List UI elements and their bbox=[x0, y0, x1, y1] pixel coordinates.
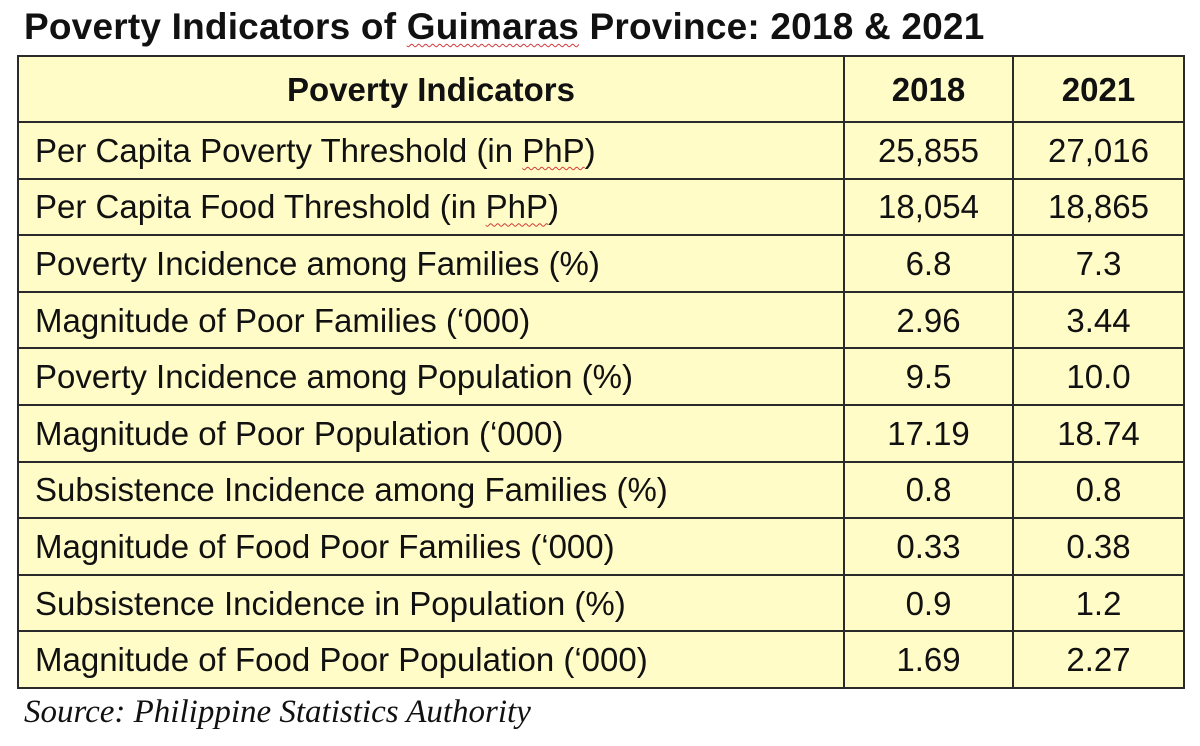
title-prefix: Poverty Indicators of bbox=[24, 6, 407, 47]
header-2018: 2018 bbox=[843, 55, 1014, 123]
value-2018: 18,054 bbox=[843, 177, 1014, 237]
table-row: Subsistence Incidence in Population (%) … bbox=[17, 573, 1185, 633]
value-2018: 2.96 bbox=[843, 290, 1014, 350]
source-caption: Source: Philippine Statistics Authority bbox=[24, 694, 531, 730]
table-row: Per Capita Food Threshold (in PhP) 18,05… bbox=[17, 177, 1185, 237]
row-label: Magnitude of Poor Families (‘000) bbox=[17, 290, 845, 350]
value-2018: 17.19 bbox=[843, 403, 1014, 463]
label-underlined: PhP bbox=[485, 188, 548, 226]
table-row: Per Capita Poverty Threshold (in PhP) 25… bbox=[17, 121, 1185, 180]
row-label: Subsistence Incidence in Population (%) bbox=[17, 573, 845, 633]
value-2018: 0.9 bbox=[843, 573, 1014, 633]
value-2018: 0.8 bbox=[843, 460, 1014, 520]
value-2021: 27,016 bbox=[1012, 121, 1185, 180]
row-label: Magnitude of Food Poor Population (‘000) bbox=[17, 630, 845, 689]
table-row: Magnitude of Poor Families (‘000) 2.96 3… bbox=[17, 290, 1185, 350]
header-indicators: Poverty Indicators bbox=[17, 55, 845, 123]
value-2018: 9.5 bbox=[843, 347, 1014, 406]
table-row: Poverty Incidence among Families (%) 6.8… bbox=[17, 234, 1185, 293]
poverty-indicators-table: Poverty Indicators 2018 2021 Per Capita … bbox=[17, 55, 1185, 689]
value-2021: 10.0 bbox=[1012, 347, 1185, 406]
value-2018: 1.69 bbox=[843, 630, 1014, 689]
value-2021: 1.2 bbox=[1012, 573, 1185, 633]
value-2021: 2.27 bbox=[1012, 630, 1185, 689]
table-row: Magnitude of Food Poor Families (‘000) 0… bbox=[17, 517, 1185, 576]
label-text: Per Capita Food Threshold (in bbox=[35, 188, 486, 226]
row-label: Subsistence Incidence among Families (%) bbox=[17, 460, 845, 520]
value-2021: 0.38 bbox=[1012, 517, 1185, 576]
value-2021: 3.44 bbox=[1012, 290, 1185, 350]
value-2021: 0.8 bbox=[1012, 460, 1185, 520]
row-label: Poverty Incidence among Families (%) bbox=[17, 234, 845, 293]
table-header-row: Poverty Indicators 2018 2021 bbox=[17, 55, 1185, 123]
title-suffix: Province: 2018 & 2021 bbox=[579, 6, 985, 47]
value-2018: 6.8 bbox=[843, 234, 1014, 293]
page-title: Poverty Indicators of Guimaras Province:… bbox=[24, 6, 985, 48]
label-text-end: ) bbox=[548, 188, 559, 226]
table-row: Magnitude of Food Poor Population (‘000)… bbox=[17, 630, 1185, 689]
label-underlined: PhP bbox=[522, 131, 585, 169]
label-text: Per Capita Poverty Threshold (in bbox=[35, 131, 523, 169]
value-2021: 7.3 bbox=[1012, 234, 1185, 293]
value-2021: 18,865 bbox=[1012, 177, 1185, 237]
table-row: Poverty Incidence among Population (%) 9… bbox=[17, 347, 1185, 406]
row-label: Poverty Incidence among Population (%) bbox=[17, 347, 845, 406]
title-province: Guimaras bbox=[406, 6, 580, 47]
row-label: Per Capita Food Threshold (in PhP) bbox=[17, 177, 845, 237]
label-text-end: ) bbox=[584, 131, 596, 169]
row-label: Magnitude of Food Poor Families (‘000) bbox=[17, 517, 845, 576]
value-2018: 25,855 bbox=[843, 121, 1014, 180]
table-row: Subsistence Incidence among Families (%)… bbox=[17, 460, 1185, 520]
row-label: Magnitude of Poor Population (‘000) bbox=[17, 403, 845, 463]
row-label: Per Capita Poverty Threshold (in PhP) bbox=[17, 121, 845, 180]
value-2021: 18.74 bbox=[1012, 403, 1185, 463]
value-2018: 0.33 bbox=[843, 517, 1014, 576]
table-row: Magnitude of Poor Population (‘000) 17.1… bbox=[17, 403, 1185, 463]
header-2021: 2021 bbox=[1012, 55, 1185, 123]
